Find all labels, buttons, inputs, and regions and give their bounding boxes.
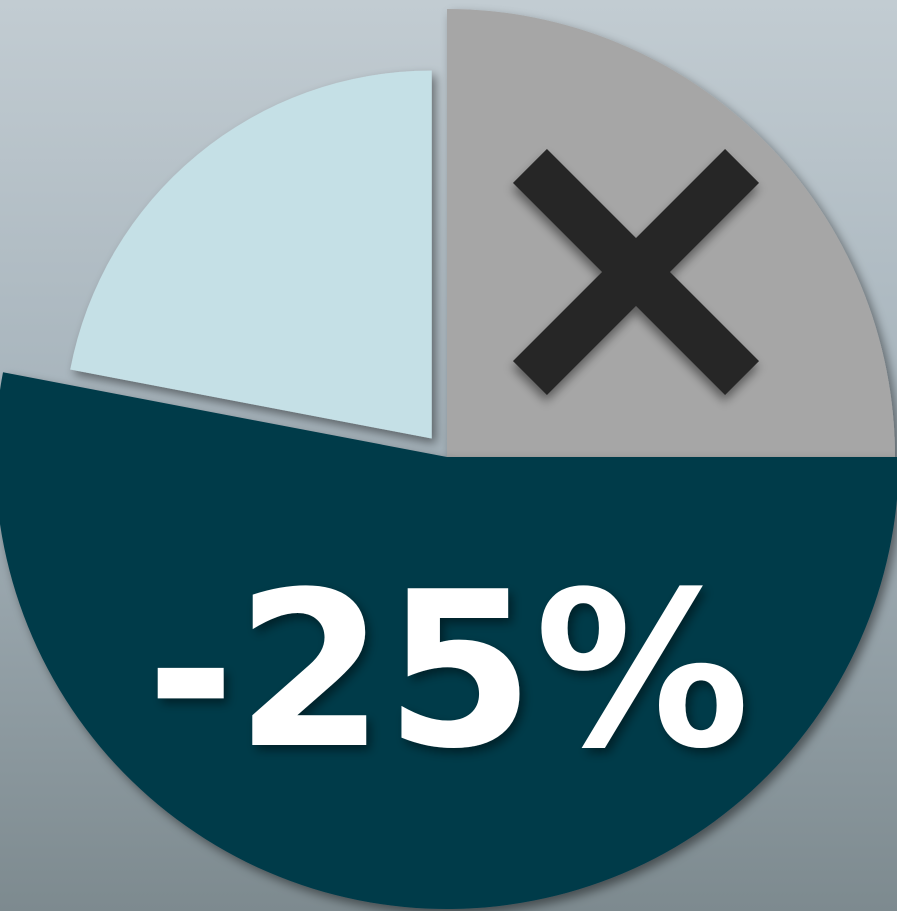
x-icon [512,148,760,396]
pie-slice [70,70,432,439]
pie-slice [0,372,897,909]
annotation: -25% [146,545,750,796]
